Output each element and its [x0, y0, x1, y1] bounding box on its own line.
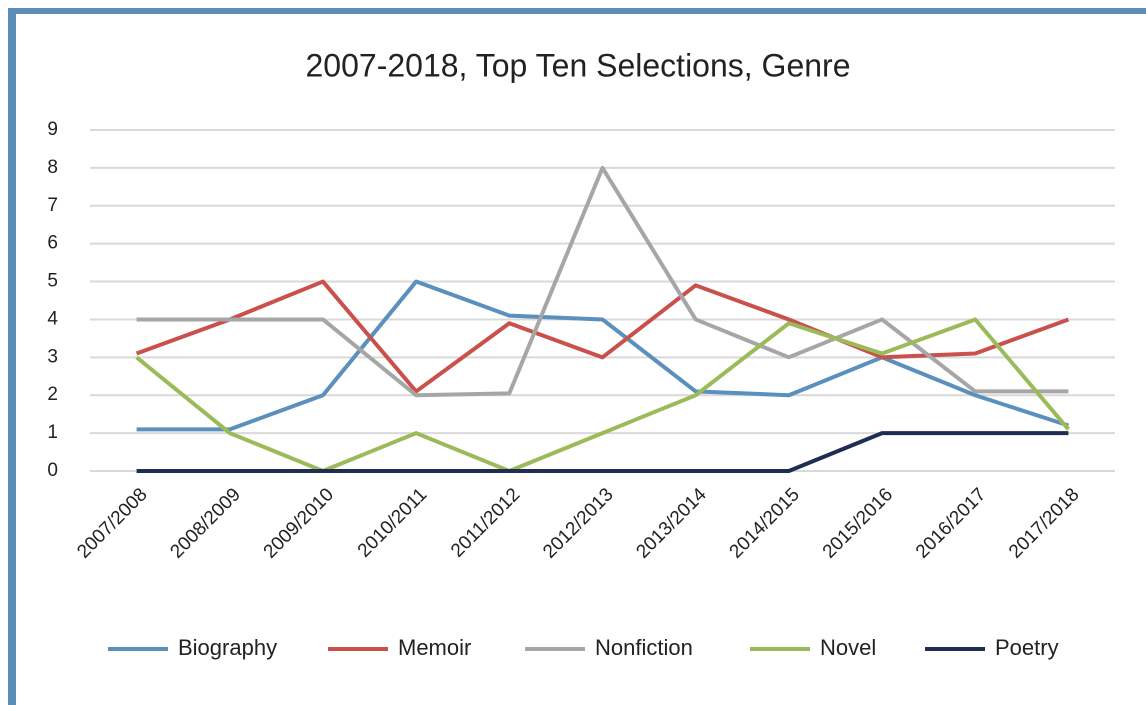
x-tick-label: 2009/2010: [260, 484, 338, 562]
y-tick-label: 9: [47, 119, 58, 140]
legend-label: Memoir: [398, 635, 471, 660]
x-tick-label: 2014/2015: [726, 484, 804, 562]
x-tick-label: 2008/2009: [166, 484, 244, 562]
frame-top: [8, 8, 1146, 14]
x-tick-label: 2011/2012: [447, 484, 524, 561]
legend-label: Nonfiction: [595, 635, 693, 660]
series-line: [135, 279, 1070, 394]
frame-left: [8, 8, 16, 705]
x-tick-label: 2013/2014: [632, 484, 711, 563]
y-tick-label: 2: [47, 384, 58, 405]
x-tick-label: 2012/2013: [539, 484, 617, 562]
y-tick-label: 6: [47, 233, 58, 254]
chart-title: 2007-2018, Top Ten Selections, Genre: [306, 47, 851, 83]
legend-label: Novel: [820, 635, 876, 660]
x-tick-label: 2016/2017: [912, 484, 990, 562]
y-tick-label: 7: [47, 195, 58, 216]
legend-label: Biography: [178, 635, 277, 660]
series-line: [136, 431, 1069, 473]
y-tick-label: 1: [47, 422, 58, 443]
series-line: [136, 279, 1070, 432]
x-tick-label: 2015/2016: [819, 484, 897, 562]
y-tick-label: 3: [47, 346, 58, 367]
y-tick-label: 4: [47, 308, 58, 329]
y-tick-label: 0: [47, 460, 58, 481]
y-tick-label: 8: [47, 157, 58, 178]
x-tick-label: 2017/2018: [1005, 484, 1083, 562]
legend-label: Poetry: [995, 635, 1059, 660]
series-line: [135, 317, 1070, 473]
y-tick-label: 5: [47, 271, 58, 292]
x-tick-label: 2007/2008: [73, 484, 151, 562]
x-tick-label: 2010/2011: [354, 484, 431, 561]
